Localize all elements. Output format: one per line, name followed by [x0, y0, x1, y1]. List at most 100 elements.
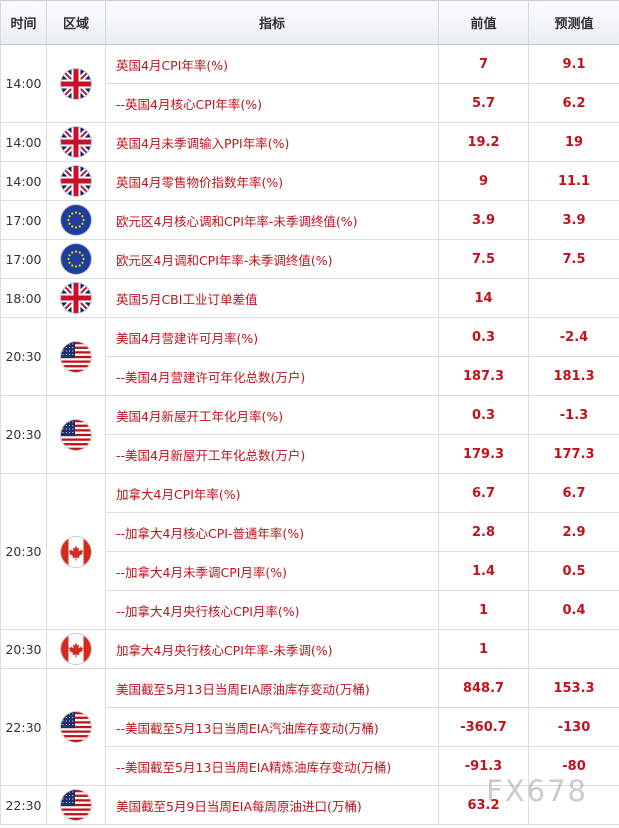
forecast-value — [528, 278, 619, 318]
indicator-name[interactable]: 美国截至5月9日当周EIA每周原油进口(万桶) — [105, 785, 439, 825]
table-row: 17:00 欧元区4月调和CPI年率-未季调终值(%) 7.5 7.5 — [0, 239, 619, 279]
event-time: 22:30 — [0, 785, 47, 825]
eu-flag-icon — [61, 205, 91, 235]
previous-value: 0.3 — [438, 317, 529, 357]
forecast-value: 153.3 — [528, 668, 619, 708]
uk-flag-icon — [61, 68, 91, 99]
header-indicator: 指标 — [105, 0, 439, 45]
event-time: 20:30 — [0, 317, 47, 396]
table-row: 20:30 美国4月营建许可月率(%) 0.3 -2.4 — [0, 317, 619, 396]
previous-value: 7.5 — [438, 239, 529, 279]
previous-value: 6.7 — [438, 473, 529, 513]
indicator-name[interactable]: --加拿大4月核心CPI-普通年率(%) — [105, 512, 439, 552]
indicator-name[interactable]: --美国4月营建许可年化总数(万户) — [105, 356, 439, 396]
indicator-name[interactable]: --美国截至5月13日当周EIA汽油库存变动(万桶) — [105, 707, 439, 747]
indicator-name[interactable]: 英国5月CBI工业订单差值 — [105, 278, 439, 318]
table-row: 14:00 英国4月未季调输入PPI年率(%) 19.2 19 — [0, 122, 619, 162]
forecast-value: 7.5 — [528, 239, 619, 279]
previous-value: 848.7 — [438, 668, 529, 708]
forecast-value: 19 — [528, 122, 619, 162]
previous-value: 1 — [438, 590, 529, 630]
region-cell — [46, 317, 106, 396]
table-row: 20:30 加拿大4月央行核心CPI年率-未季调(%) 1 — [0, 629, 619, 669]
region-cell — [46, 200, 106, 240]
table-row: 17:00 欧元区4月核心调和CPI年率-未季调终值(%) 3.9 3.9 — [0, 200, 619, 240]
event-time: 17:00 — [0, 200, 47, 240]
forecast-value: -1.3 — [528, 395, 619, 435]
forecast-value — [528, 785, 619, 825]
eu-flag-icon — [61, 244, 91, 274]
table-row: --加拿大4月未季调CPI月率(%) 1.4 0.5 — [1, 551, 619, 591]
region-cell — [46, 668, 106, 786]
table-row: 14:00 英国4月CPI年率(%) 7 9.1 — [0, 44, 619, 123]
table-header-row: 时间 区域 指标 前值 预测值 — [0, 0, 619, 45]
table-row: 20:30 美国4月新屋开工年化月率(%) 0.3 -1.3 — [0, 395, 619, 474]
indicator-name[interactable]: 英国4月CPI年率(%) — [105, 44, 439, 84]
indicator-name[interactable]: --英国4月核心CPI年率(%) — [105, 83, 439, 123]
table-row: --加拿大4月核心CPI-普通年率(%) 2.8 2.9 — [1, 512, 619, 552]
indicator-name[interactable]: 加拿大4月央行核心CPI年率-未季调(%) — [105, 629, 439, 669]
us-flag-icon — [61, 712, 91, 742]
event-time: 17:00 — [0, 239, 47, 279]
previous-value: 179.3 — [438, 434, 529, 474]
forecast-value: 0.5 — [528, 551, 619, 591]
forecast-value: 177.3 — [528, 434, 619, 474]
event-time: 14:00 — [0, 44, 47, 123]
event-time: 20:30 — [0, 395, 47, 474]
previous-value: -360.7 — [438, 707, 529, 747]
forecast-value: 6.7 — [528, 473, 619, 513]
previous-value: 187.3 — [438, 356, 529, 396]
event-time: 22:30 — [0, 668, 47, 786]
table-row: 14:00 英国4月零售物价指数年率(%) 9 11.1 — [0, 161, 619, 201]
region-cell — [46, 473, 106, 630]
region-cell — [46, 629, 106, 669]
watermark-logo: FX678 — [486, 774, 588, 808]
region-cell — [46, 44, 106, 123]
indicator-name[interactable]: 欧元区4月调和CPI年率-未季调终值(%) — [105, 239, 439, 279]
previous-value: 3.9 — [438, 200, 529, 240]
region-cell — [46, 785, 106, 825]
indicator-name[interactable]: --美国截至5月13日当周EIA精炼油库存变动(万桶) — [105, 746, 439, 786]
forecast-value: 2.9 — [528, 512, 619, 552]
previous-value: 0.3 — [438, 395, 529, 435]
indicator-name[interactable]: 美国4月新屋开工年化月率(%) — [105, 395, 439, 435]
indicator-name[interactable]: --加拿大4月央行核心CPI月率(%) — [105, 590, 439, 630]
region-cell — [46, 278, 106, 318]
previous-value: 2.8 — [438, 512, 529, 552]
uk-flag-icon — [61, 283, 91, 313]
us-flag-icon — [61, 419, 91, 450]
previous-value: 63.2 — [438, 785, 529, 825]
region-cell — [46, 122, 106, 162]
indicator-name[interactable]: 美国4月营建许可月率(%) — [105, 317, 439, 357]
forecast-value: 3.9 — [528, 200, 619, 240]
region-cell — [46, 395, 106, 474]
event-time: 20:30 — [0, 629, 47, 669]
header-previous: 前值 — [438, 0, 529, 45]
table-row: 22:30 美国截至5月9日当周EIA每周原油进口(万桶) 63.2 — [0, 785, 619, 825]
indicator-name[interactable]: --美国4月新屋开工年化总数(万户) — [105, 434, 439, 474]
indicator-name[interactable]: --加拿大4月未季调CPI月率(%) — [105, 551, 439, 591]
previous-value: -91.3 — [438, 746, 529, 786]
table-row: --美国截至5月13日当周EIA精炼油库存变动(万桶) -91.3 -80 — [1, 746, 619, 786]
indicator-name[interactable]: 加拿大4月CPI年率(%) — [105, 473, 439, 513]
canada-flag-icon — [61, 634, 91, 664]
indicator-name[interactable]: 欧元区4月核心调和CPI年率-未季调终值(%) — [105, 200, 439, 240]
forecast-value: -130 — [528, 707, 619, 747]
region-cell — [46, 161, 106, 201]
table-row: 18:00 英国5月CBI工业订单差值 14 — [0, 278, 619, 318]
forecast-value: 6.2 — [528, 83, 619, 123]
table-row: --英国4月核心CPI年率(%) 5.7 6.2 — [1, 83, 619, 123]
region-cell — [46, 239, 106, 279]
forecast-value — [528, 629, 619, 669]
indicator-name[interactable]: 英国4月未季调输入PPI年率(%) — [105, 122, 439, 162]
previous-value: 9 — [438, 161, 529, 201]
us-flag-icon — [61, 790, 91, 820]
indicator-name[interactable]: 美国截至5月13日当周EIA原油库存变动(万桶) — [105, 668, 439, 708]
previous-value: 14 — [438, 278, 529, 318]
event-time: 18:00 — [0, 278, 47, 318]
event-time: 14:00 — [0, 122, 47, 162]
indicator-name[interactable]: 英国4月零售物价指数年率(%) — [105, 161, 439, 201]
table-row: --美国4月营建许可年化总数(万户) 187.3 181.3 — [1, 356, 619, 396]
table-row: 22:30 美国截至5月13日当周EIA原油库存变动(万桶) 848.7 153.3 — [0, 668, 619, 786]
